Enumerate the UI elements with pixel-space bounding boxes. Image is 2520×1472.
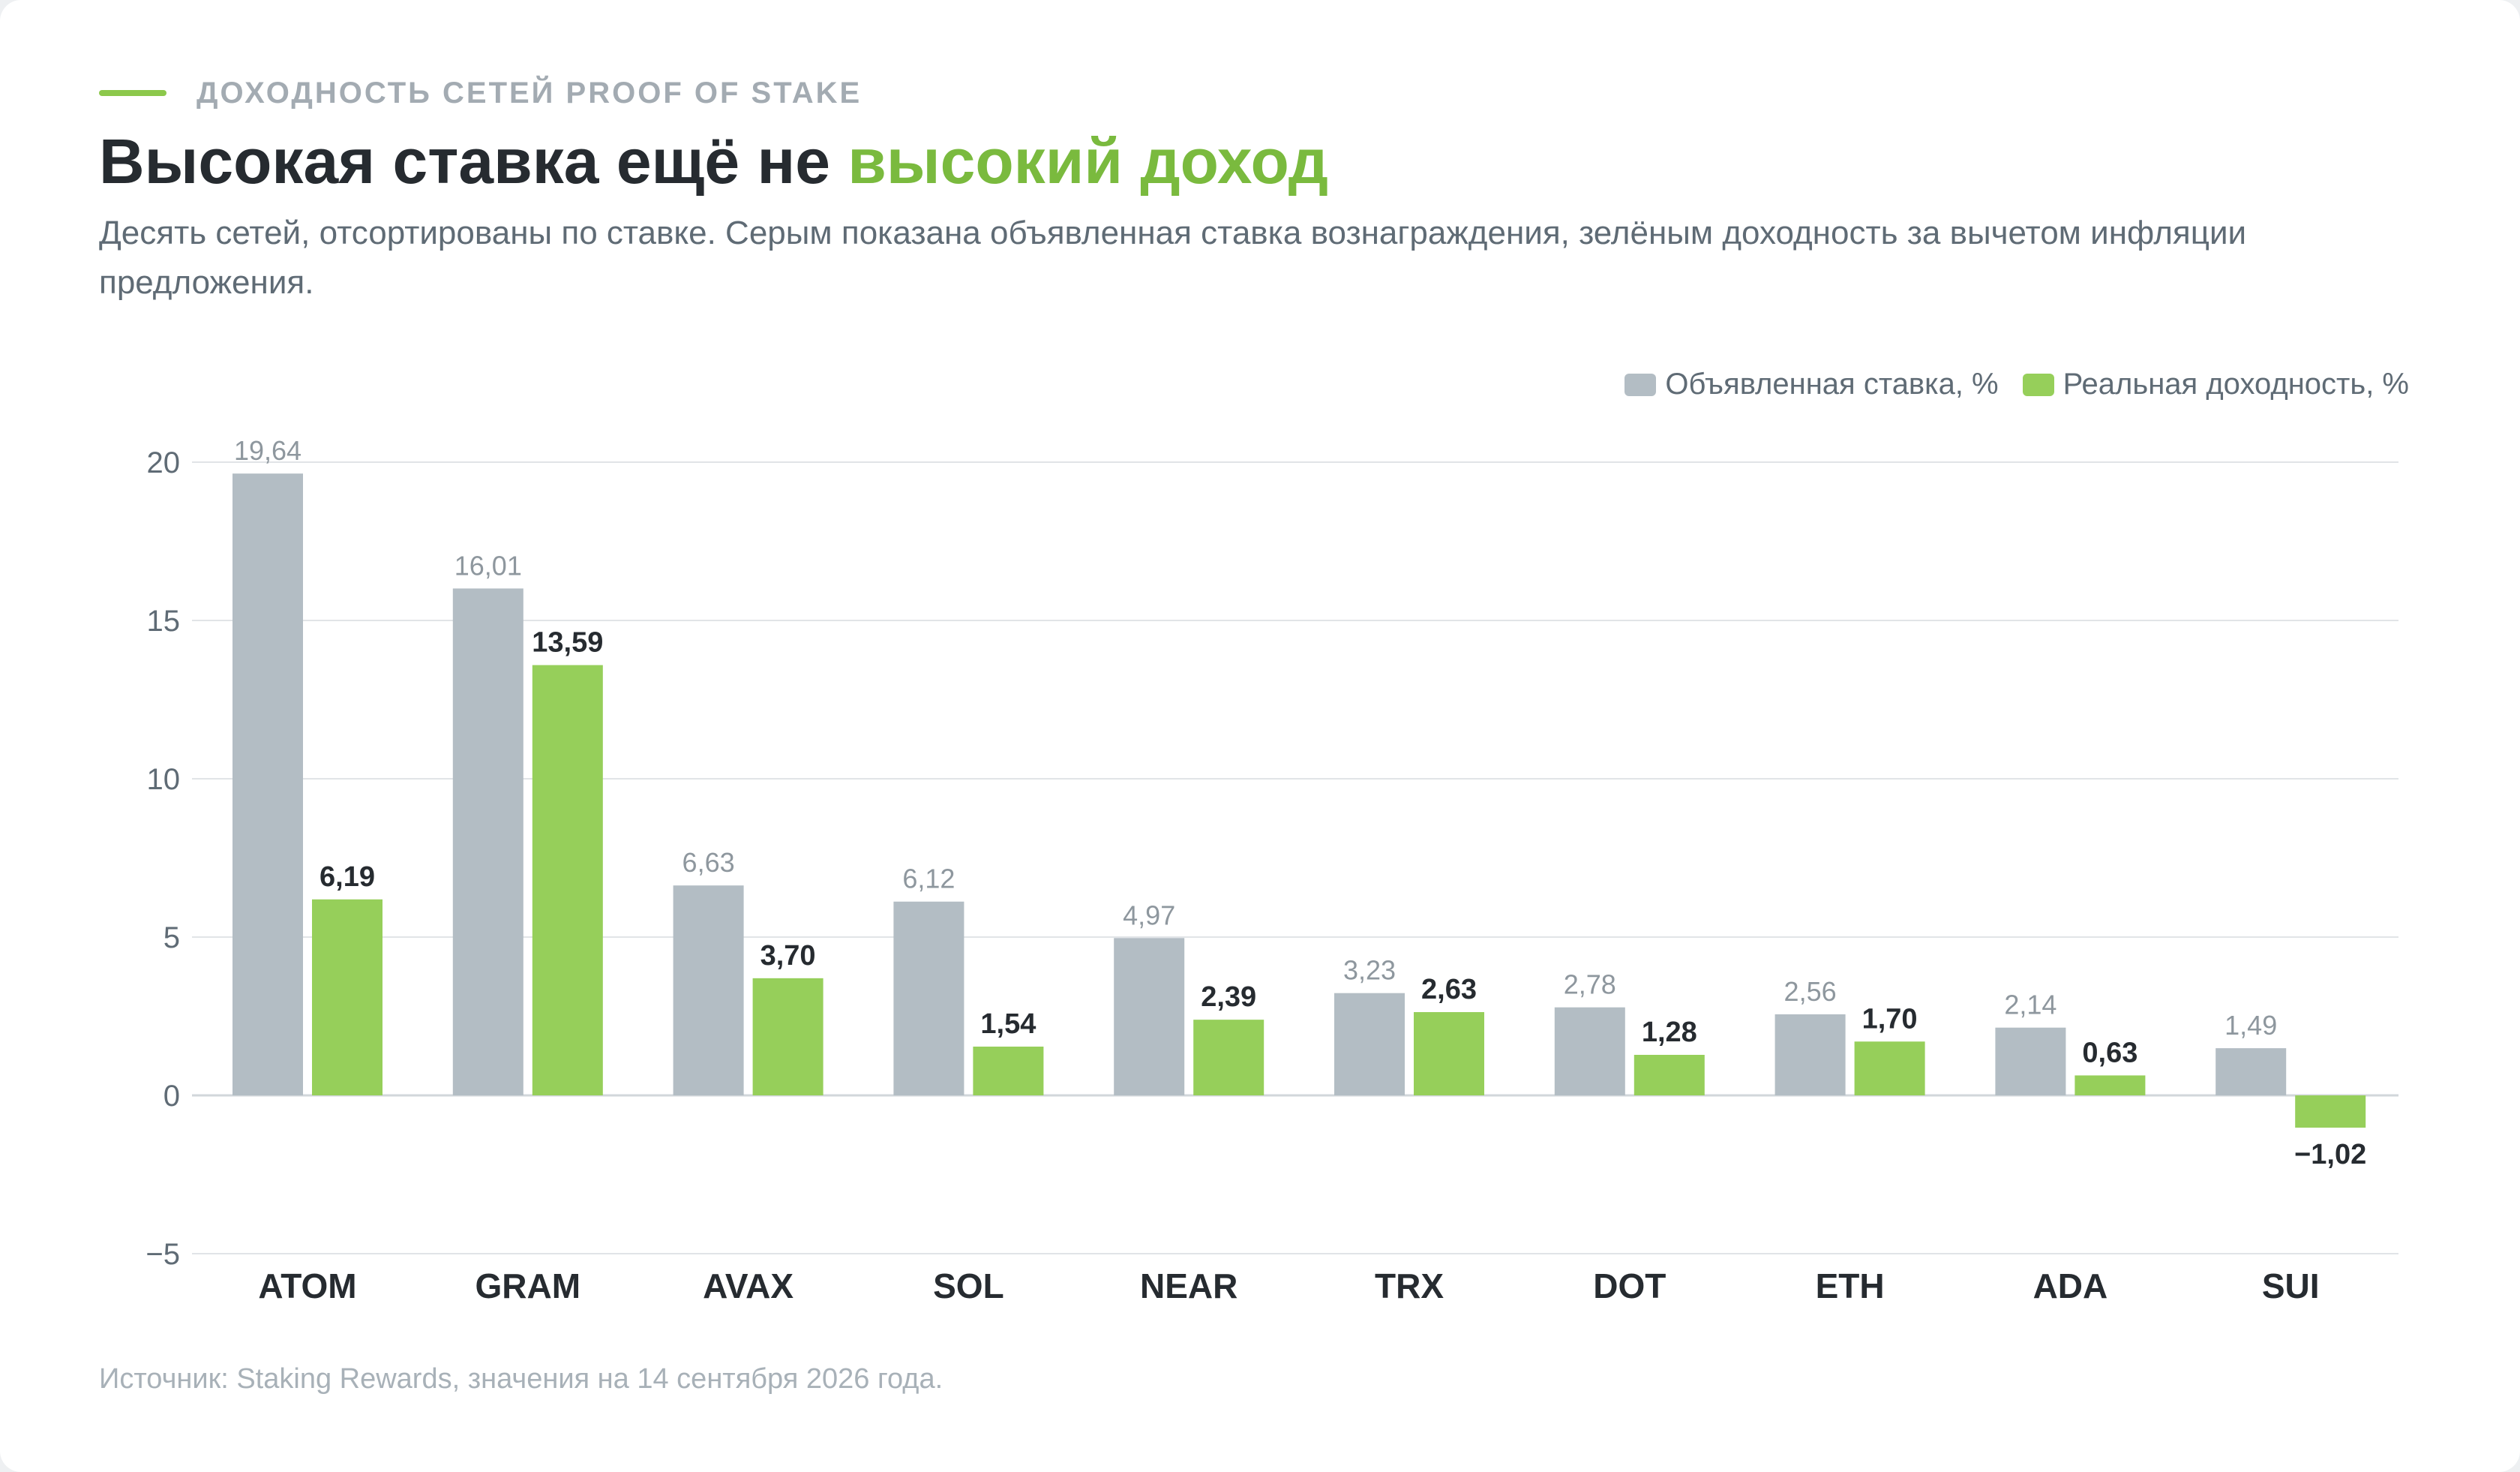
data-label-real: 0,63 [2082, 1037, 2138, 1068]
data-label-real: −1,02 [2294, 1139, 2366, 1170]
data-label-announced: 3,23 [1343, 955, 1396, 986]
x-tick-label: ATOM [258, 1266, 356, 1305]
legend-label-announced: Объявленная ставка, % [1665, 368, 1999, 401]
bar-announced [452, 588, 524, 1095]
bar-announced [893, 901, 964, 1095]
x-tick-label: DOT [1593, 1266, 1666, 1305]
data-label-announced: 6,63 [682, 847, 735, 878]
bar-real [973, 1047, 1044, 1095]
chart-legend: Объявленная ставка, % Реальная доходност… [1600, 368, 2409, 401]
data-label-announced: 2,14 [2004, 990, 2056, 1020]
data-label-announced: 19,64 [234, 435, 302, 466]
title-main: Высокая ставка ещё не [99, 126, 848, 197]
x-tick-label: SOL [933, 1266, 1004, 1305]
bar-announced [232, 473, 303, 1095]
legend-swatch-real [2022, 373, 2054, 396]
x-tick-label: SUI [2262, 1266, 2320, 1305]
y-tick-label: 0 [164, 1080, 180, 1113]
y-tick-label: −5 [146, 1238, 180, 1271]
x-tick-label: TRX [1375, 1266, 1444, 1305]
bar-real [1854, 1041, 1925, 1095]
bar-announced [1995, 1027, 2066, 1095]
bar-real [752, 978, 824, 1095]
data-label-announced: 6,12 [902, 864, 955, 894]
legend-item-announced: Объявленная ставка, % [1624, 368, 1999, 401]
data-label-real: 2,39 [1201, 981, 1256, 1013]
legend-item-real: Реальная доходность, % [2022, 368, 2409, 401]
data-label-real: 1,28 [1642, 1017, 1697, 1048]
y-tick-label: 5 [164, 921, 180, 954]
page-title: Высокая ставка ещё не высокий доход [99, 120, 1328, 203]
eyebrow-accent-line [99, 90, 166, 96]
data-label-real: 1,70 [1862, 1003, 1918, 1035]
data-label-real: 2,63 [1421, 974, 1477, 1005]
bar-real [2295, 1095, 2366, 1128]
bar-real [532, 665, 603, 1095]
bar-announced [1114, 938, 1185, 1095]
bar-real [1634, 1054, 1705, 1095]
y-tick-label: 10 [147, 763, 181, 796]
data-label-announced: 4,97 [1123, 900, 1175, 930]
x-tick-label: ETH [1816, 1266, 1885, 1305]
bar-real [1414, 1012, 1484, 1095]
bar-real [1193, 1020, 1264, 1095]
bar-announced [1554, 1007, 1625, 1095]
bar-announced [673, 885, 744, 1095]
x-tick-label: AVAX [703, 1266, 794, 1305]
data-label-real: 3,70 [760, 940, 816, 972]
x-tick-label: NEAR [1140, 1266, 1238, 1305]
bar-chart: −5 0 5 10 15 20 19,64 6,19 ATOM 16,01 13,59 GRAM 6,6… [146, 435, 2398, 1305]
bar-announced [1774, 1014, 1846, 1095]
data-label-real: 6,19 [320, 861, 375, 893]
data-label-real: 1,54 [980, 1008, 1036, 1040]
bar-real [312, 899, 382, 1095]
data-label-announced: 16,01 [454, 550, 522, 581]
bar-announced [2216, 1048, 2287, 1095]
y-tick-label: 15 [147, 605, 181, 638]
x-tick-label: ADA [2033, 1266, 2108, 1305]
eyebrow-text: ДОХОДНОСТЬ СЕТЕЙ PROOF OF STAKE [196, 77, 862, 110]
data-label-announced: 2,78 [1564, 969, 1616, 1000]
source-note: Источник: Staking Rewards, значения на 1… [99, 1363, 944, 1395]
bar-announced [1334, 993, 1405, 1095]
data-label-announced: 2,56 [1784, 976, 1837, 1007]
legend-label-real: Реальная доходность, % [2062, 368, 2409, 401]
y-tick-label: 20 [147, 446, 181, 479]
subtitle: Десять сетей, отсортированы по ставке. С… [99, 215, 2247, 301]
eyebrow: ДОХОДНОСТЬ СЕТЕЙ PROOF OF STAKE [99, 74, 862, 113]
bar-real [2074, 1075, 2146, 1095]
x-tick-label: GRAM [476, 1266, 581, 1305]
legend-swatch-announced [1624, 373, 1657, 396]
data-label-real: 13,59 [532, 627, 603, 659]
title-accent: высокий доход [848, 126, 1329, 197]
data-label-announced: 1,49 [2224, 1010, 2277, 1041]
